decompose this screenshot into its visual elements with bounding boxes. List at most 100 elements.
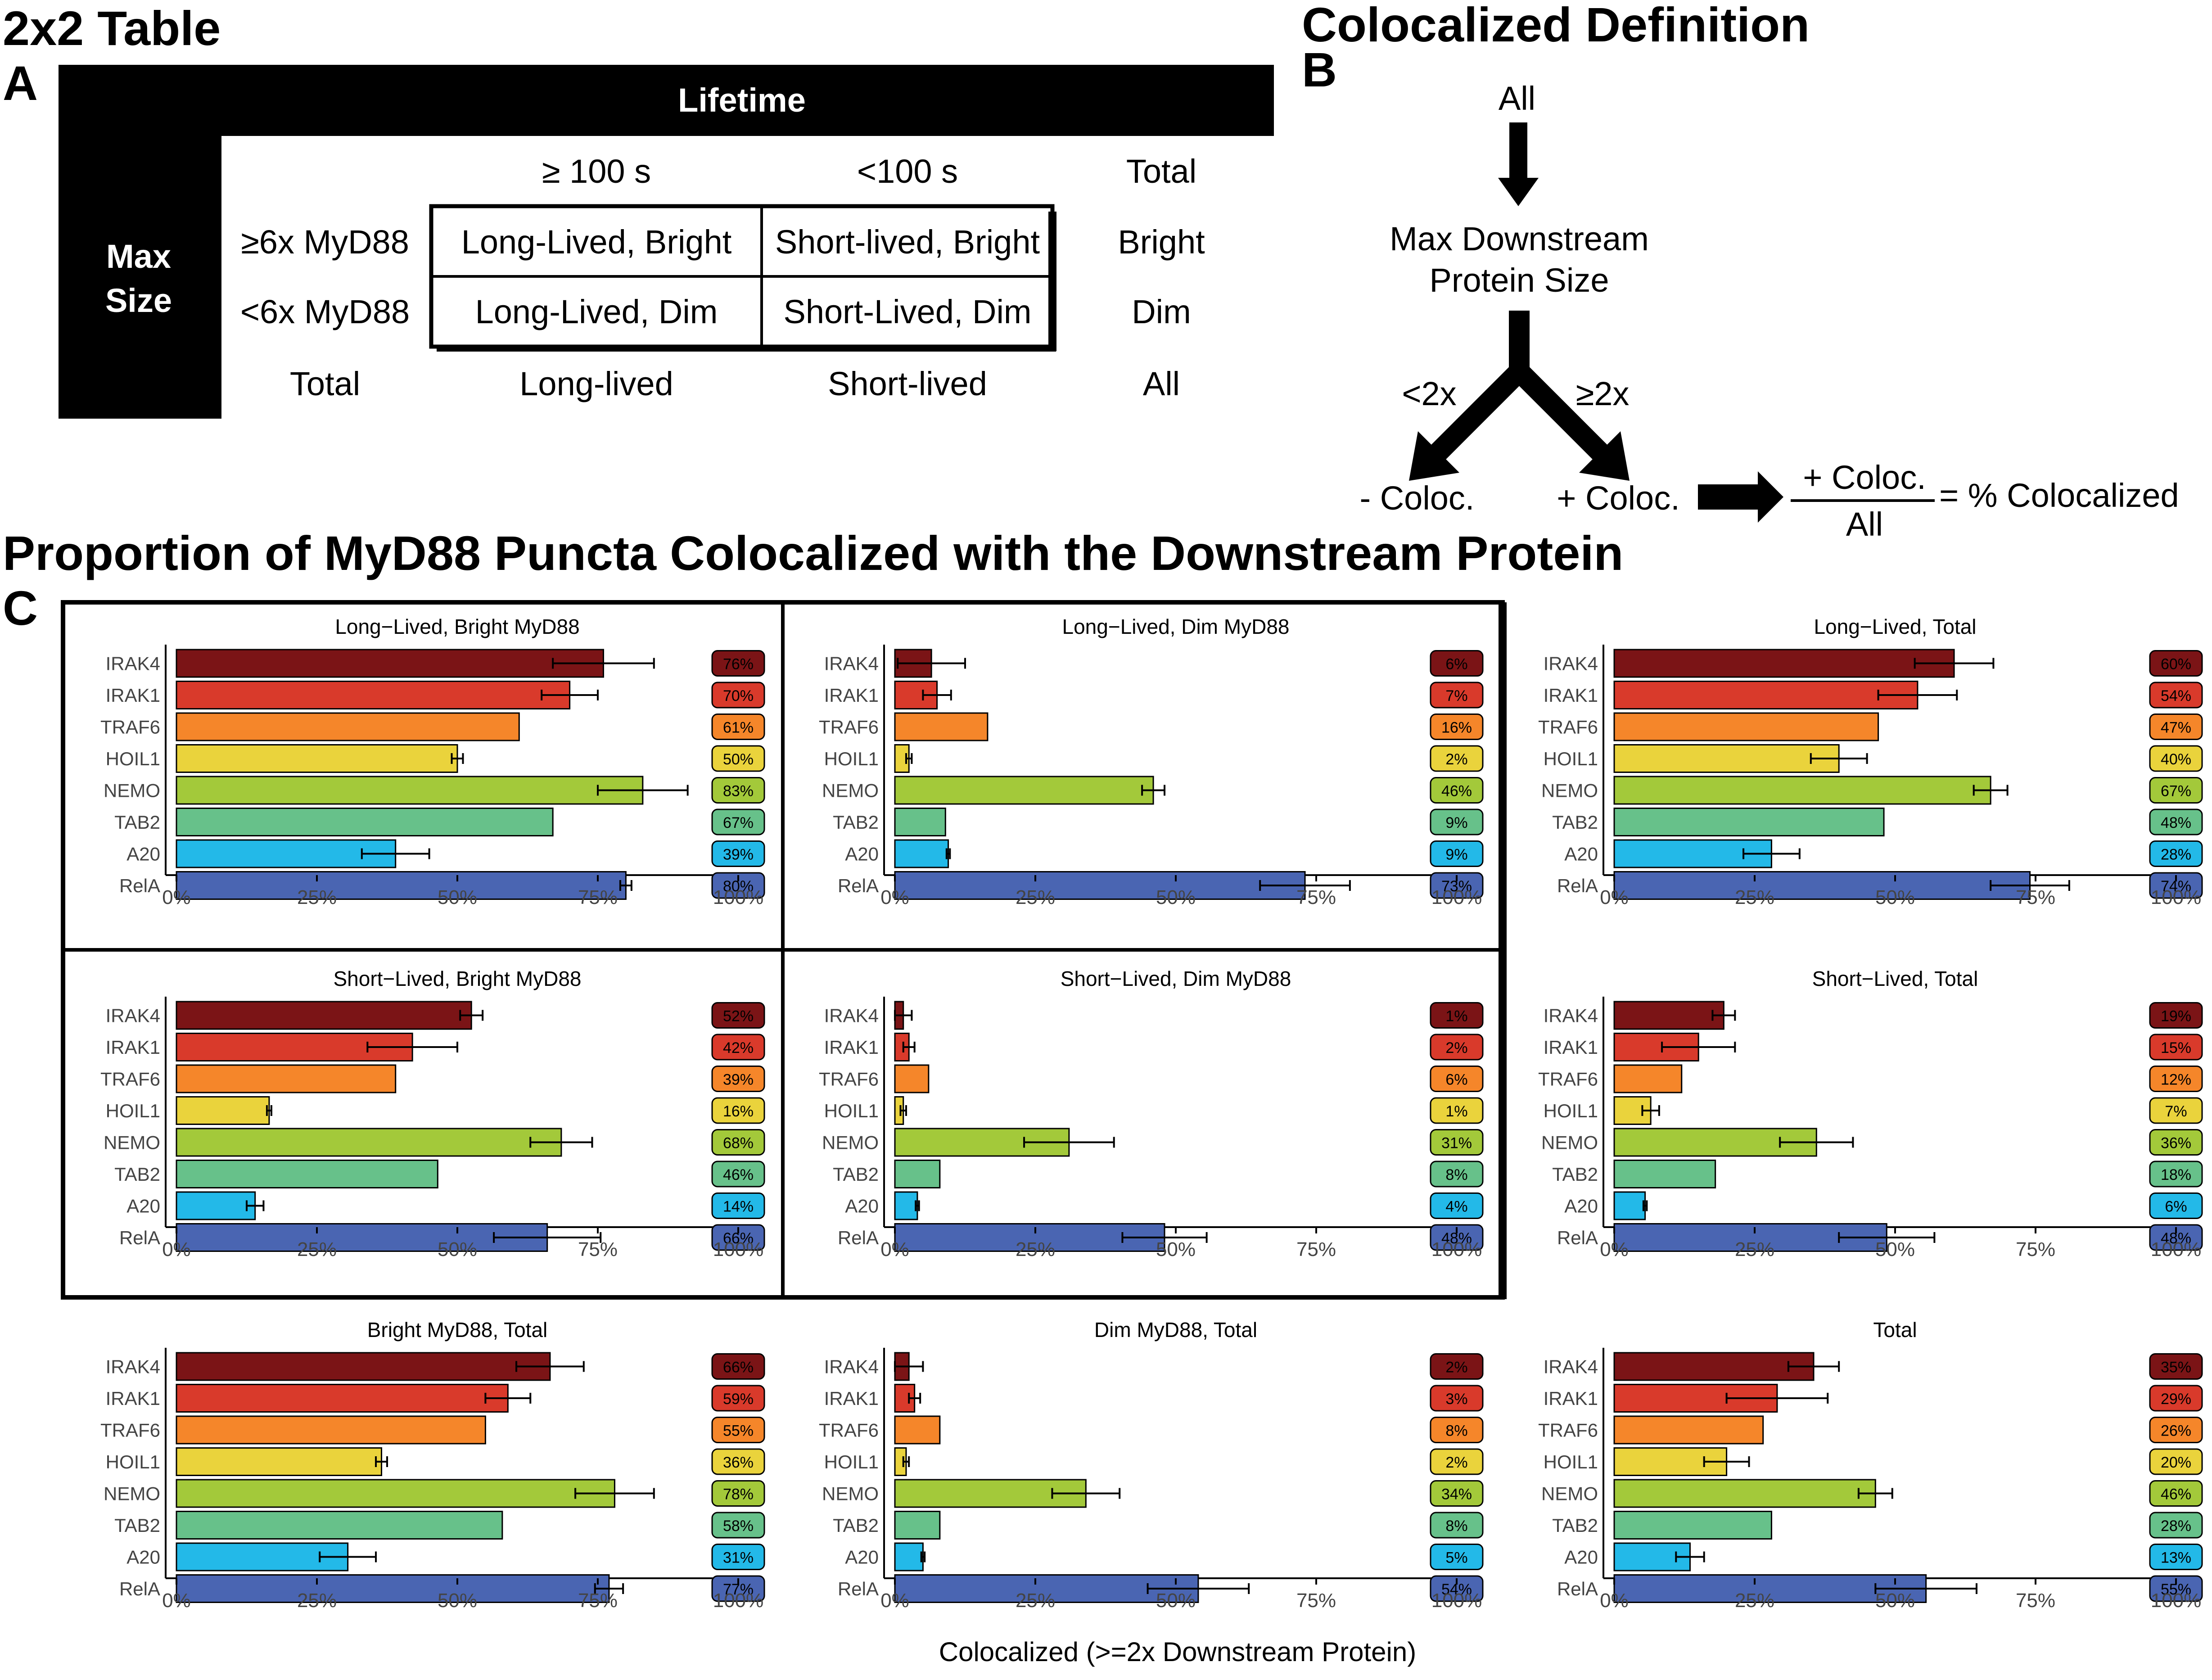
lifetime-label: Lifetime: [678, 81, 806, 119]
category-label: TRAF6: [819, 1420, 879, 1441]
fork-right-branch: [1512, 364, 1610, 462]
value-badge: [2149, 682, 2203, 709]
bar: [894, 839, 949, 868]
panel: Dim MyD88, Total IRAK4 2% IRAK1 3% TRAF6 8% HOI…: [819, 1318, 1484, 1612]
flow-max-line2: Protein Size: [1430, 262, 1609, 299]
x-tick-label: 25%: [297, 1238, 337, 1260]
value-badge: [1430, 1448, 1484, 1475]
data-label: 1%: [1445, 1103, 1467, 1120]
data-label: 3%: [1445, 1391, 1467, 1408]
bar: [894, 871, 1306, 900]
value-badge: [2149, 1097, 2203, 1124]
value-badge: [2149, 1002, 2203, 1029]
category-label: RelA: [1557, 875, 1598, 896]
category-label: IRAK1: [106, 685, 160, 706]
flow-all: All: [1499, 80, 1535, 117]
x-tick-label: 75%: [578, 1238, 618, 1260]
value-badge: [1430, 1066, 1484, 1092]
bar: [176, 1574, 610, 1603]
section-b-letter: B: [1302, 42, 1337, 97]
result-neg-coloc: - Coloc.: [1360, 479, 1475, 517]
category-label: IRAK1: [824, 1037, 879, 1058]
row-header-bright: ≥6x MyD88: [241, 223, 409, 261]
x-tick-label: 0%: [1600, 1238, 1629, 1260]
data-label: 58%: [723, 1517, 754, 1535]
bar: [176, 1001, 472, 1030]
bar: [1613, 1479, 1876, 1508]
value-badge: [711, 1417, 765, 1443]
value-badge: [1430, 745, 1484, 772]
value-badge: [711, 1480, 765, 1507]
data-label: 1%: [1445, 1008, 1467, 1025]
value-badge: [2149, 777, 2203, 804]
category-label: IRAK4: [824, 653, 879, 674]
value-badge: [1430, 1575, 1484, 1602]
value-badge: [2149, 1448, 2203, 1475]
x-tick-label: 50%: [1875, 1238, 1915, 1260]
category-label: TAB2: [1552, 1164, 1598, 1185]
value-badge: [2149, 650, 2203, 677]
data-label: 70%: [723, 687, 754, 705]
value-badge: [1430, 1544, 1484, 1570]
result-pos-coloc: + Coloc.: [1557, 479, 1680, 517]
data-label: 6%: [1445, 656, 1467, 673]
value-badge: [711, 1192, 765, 1219]
cell-long-total: Long-lived: [519, 365, 673, 402]
value-badge: [711, 1448, 765, 1475]
section-c: Proportion of MyD88 Puncta Colocalized w…: [3, 526, 2203, 1667]
data-label: 2%: [1445, 751, 1467, 768]
category-label: TAB2: [833, 1515, 879, 1536]
data-label: 7%: [1445, 687, 1467, 705]
data-label: 20%: [2161, 1454, 2191, 1471]
x-tick-label: 100%: [713, 1590, 764, 1612]
value-badge: [2149, 872, 2203, 899]
data-label: 8%: [1445, 1166, 1467, 1183]
data-label: 35%: [2161, 1359, 2191, 1376]
bar: [176, 1352, 551, 1381]
bar: [1613, 808, 1885, 836]
data-label: 16%: [723, 1103, 754, 1120]
data-label: 7%: [2165, 1103, 2187, 1120]
panel-title: Short−Lived, Total: [1812, 967, 1978, 990]
x-tick-label: 100%: [1431, 1590, 1482, 1612]
x-tick-label: 75%: [2016, 1238, 2055, 1260]
category-label: IRAK1: [1544, 685, 1598, 706]
bar-panels: Long−Lived, Bright MyD88 IRAK4 76% IRAK1 70%…: [100, 615, 2203, 1612]
bar: [894, 1160, 941, 1188]
x-tick-label: 75%: [1296, 886, 1336, 908]
x-tick-label: 0%: [162, 886, 191, 908]
data-label: 16%: [1441, 719, 1472, 736]
category-label: HOIL1: [824, 1100, 879, 1121]
value-badge: [1430, 777, 1484, 804]
x-axis-title: Colocalized (>=2x Downstream Protein): [939, 1637, 1416, 1667]
panel-title: Short−Lived, Bright MyD88: [334, 967, 582, 990]
x-tick-label: 100%: [2151, 1238, 2202, 1260]
x-tick-label: 25%: [1016, 1590, 1055, 1612]
category-label: A20: [845, 1196, 879, 1217]
fork-left-branch: [1428, 364, 1527, 462]
data-label: 78%: [723, 1486, 754, 1503]
category-label: HOIL1: [824, 748, 879, 769]
data-label: 36%: [723, 1454, 754, 1471]
category-label: HOIL1: [1544, 748, 1598, 769]
data-label: 42%: [723, 1039, 754, 1057]
lifetime-header-bar: [59, 65, 1274, 136]
category-label: NEMO: [104, 1483, 160, 1504]
category-label: TAB2: [114, 1164, 160, 1185]
panel-title: Short−Lived, Dim MyD88: [1061, 967, 1291, 990]
percent-colocalized: = % Colocalized: [1939, 477, 2179, 514]
category-label: IRAK1: [106, 1388, 160, 1409]
fork-left-arrowhead-icon: [1409, 431, 1459, 481]
x-tick-label: 100%: [713, 1238, 764, 1260]
data-label: 52%: [723, 1008, 754, 1025]
bar: [176, 839, 397, 868]
category-label: IRAK1: [1544, 1037, 1598, 1058]
value-badge: [711, 1385, 765, 1412]
category-label: TAB2: [833, 1164, 879, 1185]
data-label: 14%: [723, 1198, 754, 1215]
data-label: 28%: [2161, 1517, 2191, 1535]
data-label: 4%: [1445, 1198, 1467, 1215]
data-label: 5%: [1445, 1549, 1467, 1567]
category-label: TAB2: [1552, 812, 1598, 833]
value-badge: [1430, 872, 1484, 899]
